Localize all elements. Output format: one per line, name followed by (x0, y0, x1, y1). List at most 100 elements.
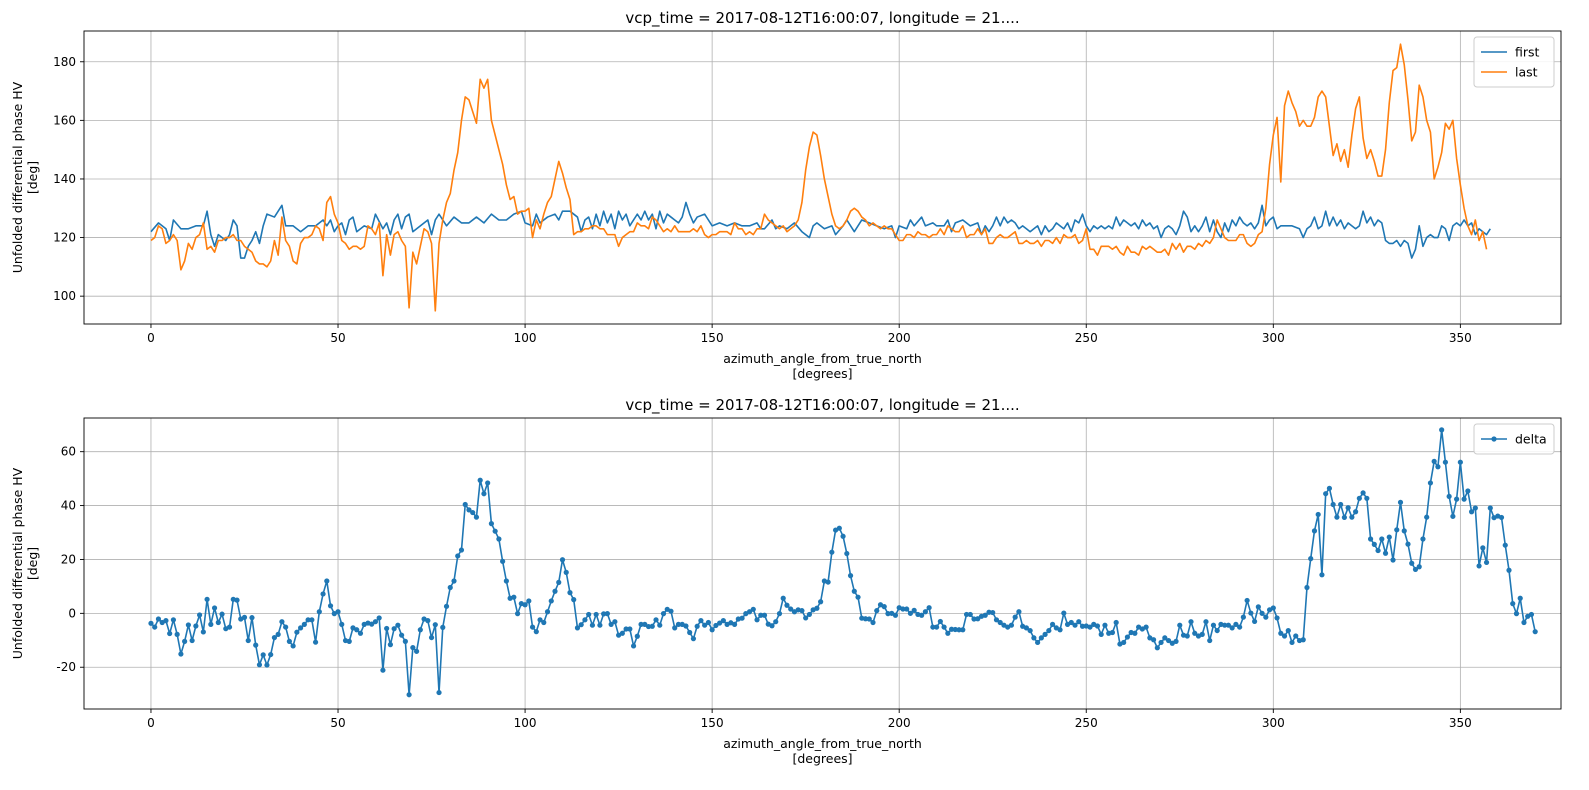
data-point (1270, 605, 1276, 611)
data-point (589, 622, 596, 628)
data-point (432, 622, 438, 628)
y-axis-unit-label: [deg] (25, 161, 40, 194)
data-point (967, 611, 973, 618)
data-point (391, 626, 397, 632)
x-tick-label: 100 (514, 716, 537, 730)
data-point (945, 630, 951, 636)
data-point (447, 584, 453, 591)
data-point (818, 599, 824, 605)
data-point (1397, 499, 1404, 505)
x-tick-label: 350 (1449, 716, 1472, 730)
data-point (256, 662, 263, 668)
data-point (630, 643, 637, 649)
data-point (1012, 614, 1018, 620)
data-point (1016, 609, 1022, 615)
y-axis-label: Unfolded differential phase HV (10, 467, 25, 659)
data-point (395, 622, 401, 628)
data-point (1293, 633, 1299, 639)
data-point (1165, 637, 1172, 644)
data-point (769, 623, 775, 629)
data-point (825, 579, 831, 585)
data-point (1330, 501, 1336, 508)
data-point (245, 637, 251, 644)
bottom-chart-panel: 0 50 100 150 200 250 300 350 -20 0 20 40 60 vcp_time … (10, 396, 1562, 766)
data-point (301, 621, 307, 627)
data-point (234, 597, 240, 603)
data-point (339, 621, 345, 627)
data-point (645, 623, 652, 630)
data-point (649, 623, 655, 629)
data-point (604, 611, 610, 617)
data-point (1049, 621, 1056, 627)
x-tick-label: 0 (147, 331, 155, 345)
data-point (750, 606, 756, 612)
data-point (1124, 634, 1131, 640)
legend-label-delta: delta (1515, 432, 1547, 447)
data-point (855, 594, 861, 600)
data-point (1304, 584, 1310, 591)
data-point (571, 597, 577, 603)
data-point (369, 621, 375, 627)
data-point (1210, 622, 1217, 628)
data-point (713, 622, 719, 629)
data-point (1424, 514, 1430, 520)
data-point (870, 619, 876, 626)
data-point (275, 631, 281, 637)
data-point (1229, 625, 1235, 631)
data-point (548, 598, 554, 604)
data-point (1311, 528, 1318, 534)
data-point (1057, 627, 1063, 633)
data-point (1356, 495, 1362, 501)
data-point (1457, 459, 1463, 465)
data-point (1323, 491, 1329, 497)
data-point (170, 617, 177, 623)
data-point (1173, 638, 1179, 644)
data-point (1528, 611, 1535, 618)
data-point (892, 612, 899, 618)
data-point (982, 612, 988, 618)
data-point (1353, 509, 1359, 515)
data-point (1199, 631, 1205, 637)
y-tick-label: 60 (61, 445, 76, 459)
x-tick-label: 350 (1449, 331, 1472, 345)
legend: first last (1473, 36, 1555, 88)
y-tick-label: 100 (53, 289, 76, 303)
data-point (829, 549, 835, 555)
data-point (410, 644, 416, 651)
data-point (926, 605, 932, 611)
data-point (1450, 513, 1456, 519)
data-point (1203, 619, 1209, 625)
data-point (1177, 622, 1183, 628)
data-point (1094, 623, 1101, 629)
data-point (335, 609, 341, 615)
x-axis-unit-label: [degrees] (792, 751, 852, 766)
data-point (746, 609, 753, 615)
data-point (556, 579, 562, 585)
data-point (522, 602, 528, 608)
data-point (1315, 511, 1321, 518)
data-point (473, 514, 480, 520)
data-point (690, 636, 697, 642)
data-point (1379, 536, 1385, 542)
data-point (836, 525, 842, 531)
data-point (1480, 545, 1486, 551)
data-point (309, 617, 315, 623)
data-point (226, 624, 233, 630)
data-point (496, 536, 502, 542)
data-point (1510, 601, 1516, 607)
x-tick-label: 250 (1075, 716, 1098, 730)
data-point (219, 611, 225, 617)
data-point (930, 624, 936, 630)
data-point (586, 611, 592, 618)
data-point (601, 611, 607, 617)
data-point (324, 578, 330, 584)
data-point (376, 615, 382, 621)
data-point (1416, 564, 1422, 570)
data-point (485, 480, 491, 486)
data-point (1468, 509, 1475, 515)
data-point (417, 627, 423, 633)
data-point (1446, 493, 1452, 500)
data-point (1035, 639, 1041, 646)
data-point (1248, 610, 1254, 616)
data-point (1521, 619, 1527, 626)
